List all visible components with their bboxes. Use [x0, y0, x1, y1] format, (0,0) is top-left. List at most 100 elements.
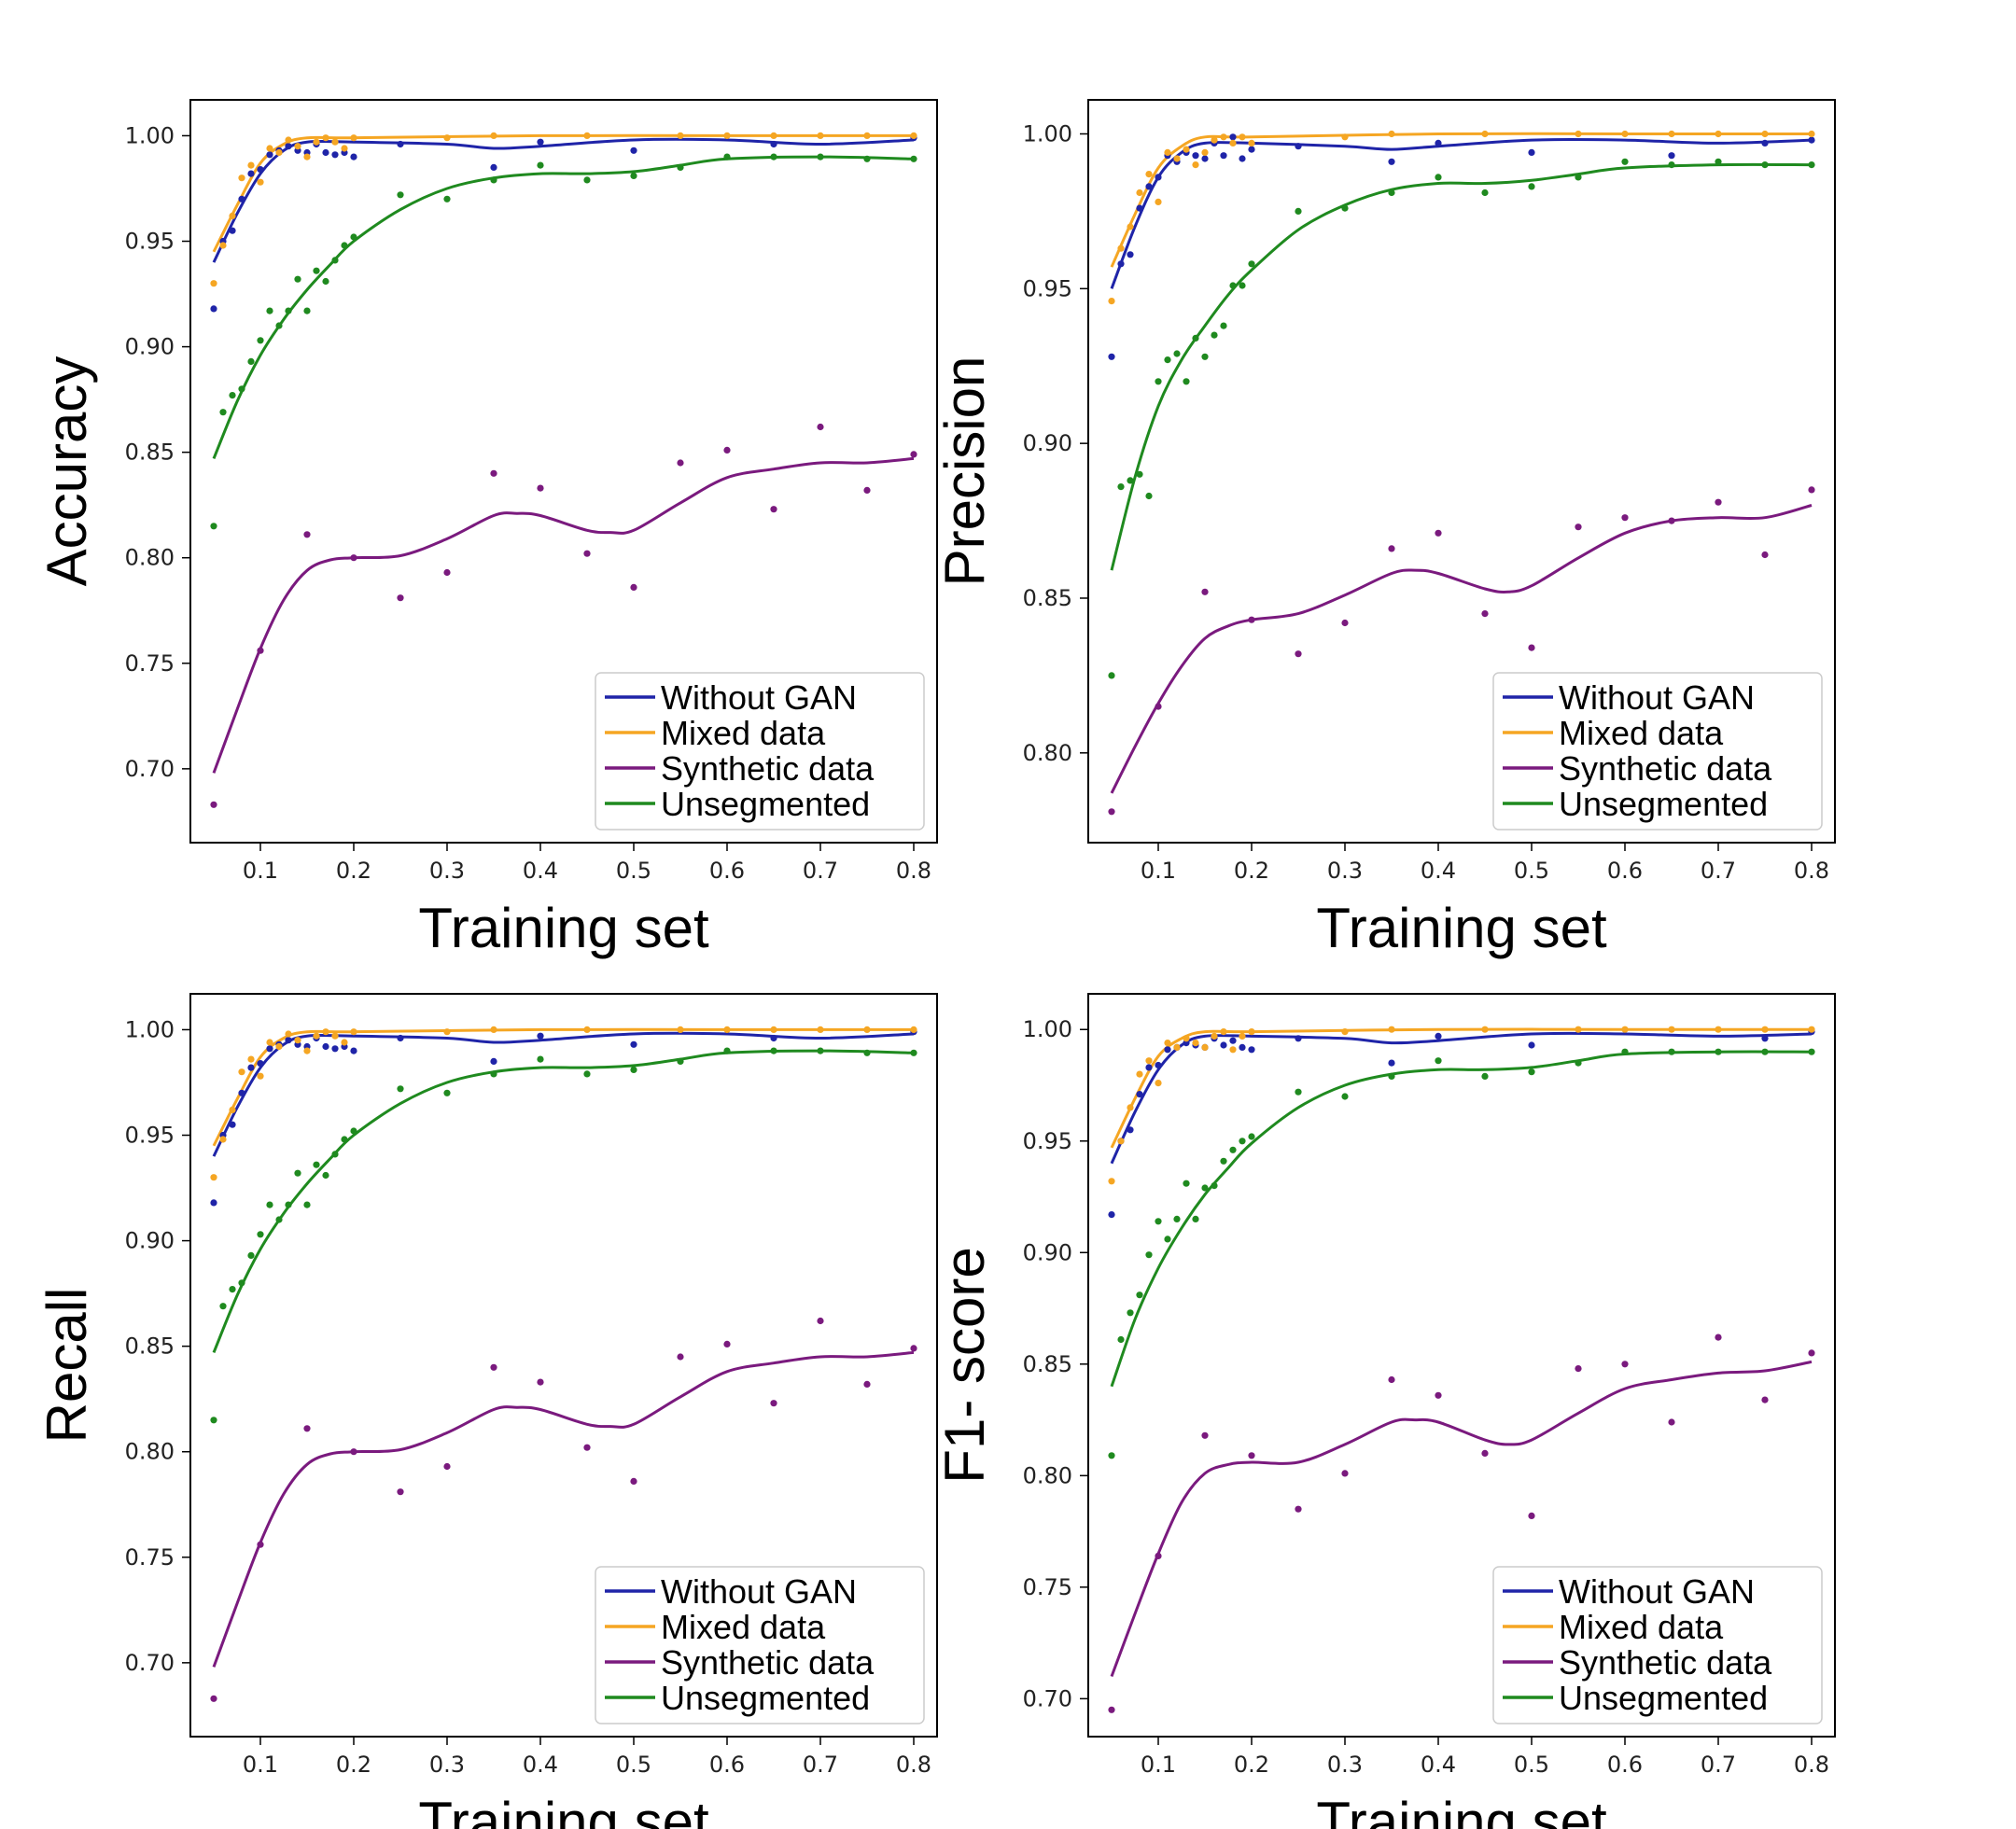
- data-point: [1528, 148, 1535, 156]
- data-point: [1164, 356, 1171, 364]
- data-point: [1145, 1251, 1153, 1259]
- data-point: [1229, 282, 1237, 289]
- data-point: [229, 1106, 236, 1113]
- data-point: [350, 1448, 357, 1456]
- data-point: [210, 523, 217, 530]
- fit-line: [212, 1350, 915, 1668]
- data-point: [313, 1032, 320, 1040]
- data-point: [723, 1340, 731, 1347]
- data-point: [1127, 223, 1134, 230]
- data-point: [275, 1042, 283, 1051]
- y-tick-label: 0.95: [1023, 275, 1072, 301]
- data-point: [266, 1039, 273, 1046]
- data-point: [303, 153, 311, 161]
- data-point: [285, 143, 292, 150]
- data-point: [1211, 1032, 1218, 1040]
- y-tick-label: 0.95: [125, 1123, 175, 1149]
- data-point: [1435, 1391, 1442, 1399]
- chart-panel-1: 0.1 0.2 0.3 0.4 0.5 0.6 0.7 0.8 0.70 0.75 0.80 0.85…: [35, 99, 938, 959]
- data-point: [1715, 158, 1722, 165]
- data-point: [537, 484, 544, 492]
- data-point: [490, 176, 497, 184]
- data-point: [1248, 139, 1255, 147]
- x-tick-label: 0.6: [1607, 858, 1643, 884]
- data-point: [1341, 1028, 1349, 1036]
- legend-label: Without GAN: [661, 1572, 857, 1611]
- data-point: [770, 506, 777, 513]
- data-point: [275, 1216, 283, 1223]
- data-point: [863, 486, 871, 495]
- data-point: [238, 385, 245, 393]
- y-tick-label: 0.85: [125, 440, 175, 466]
- legend-label: Mixed data: [1559, 1608, 1724, 1646]
- data-point: [537, 1032, 544, 1040]
- data-point: [350, 1028, 357, 1036]
- y-tick-label: 0.95: [125, 229, 175, 255]
- data-point: [490, 132, 497, 139]
- fit-line: [1110, 137, 1813, 289]
- y-tick-label: 0.90: [1023, 430, 1072, 456]
- y-tick-label: 0.85: [125, 1333, 175, 1360]
- data-point: [1239, 1138, 1246, 1145]
- data-point: [1761, 551, 1769, 559]
- data-point: [1621, 1361, 1629, 1368]
- data-point: [1295, 650, 1302, 658]
- data-point: [350, 1127, 357, 1135]
- data-point: [266, 145, 273, 152]
- data-point: [770, 140, 777, 148]
- data-point: [238, 195, 245, 202]
- y-tick-label: 0.70: [125, 756, 175, 782]
- data-point: [257, 337, 264, 344]
- data-point: [863, 155, 871, 162]
- data-point: [1295, 207, 1302, 215]
- data-point: [322, 148, 329, 157]
- data-point: [583, 132, 591, 139]
- data-point: [1295, 1505, 1302, 1513]
- data-point: [817, 1047, 824, 1054]
- x-tick-label: 0.1: [243, 1752, 278, 1778]
- data-point: [397, 140, 404, 148]
- data-point: [1761, 1396, 1769, 1403]
- data-point: [1173, 155, 1181, 162]
- legend-box: [595, 1566, 925, 1724]
- y-axis-label: Recall: [35, 1288, 98, 1444]
- data-point: [210, 1695, 217, 1702]
- data-point: [247, 1064, 255, 1071]
- y-tick-label: 0.80: [1023, 1462, 1072, 1488]
- data-point: [1575, 524, 1582, 531]
- data-point: [677, 1353, 684, 1361]
- x-tick-label: 0.7: [803, 858, 838, 884]
- data-point: [1528, 644, 1535, 651]
- data-point: [229, 212, 236, 219]
- data-point: [294, 1169, 301, 1177]
- data-point: [817, 1026, 824, 1033]
- data-point: [1481, 1072, 1489, 1080]
- data-point: [1155, 378, 1162, 385]
- data-point: [1220, 1157, 1227, 1165]
- data-point: [1136, 470, 1143, 478]
- data-point: [1164, 148, 1171, 156]
- x-tick-label: 0.5: [1514, 858, 1549, 884]
- data-point: [1108, 808, 1115, 816]
- data-point: [770, 1400, 777, 1407]
- x-tick-label: 0.8: [1794, 1752, 1829, 1778]
- y-tick-label: 0.75: [125, 1544, 175, 1571]
- data-point: [1295, 1035, 1302, 1042]
- data-point: [1761, 1048, 1769, 1055]
- chart-panel-3: 0.1 0.2 0.3 0.4 0.5 0.6 0.7 0.8 0.70 0.75 0.80 0.85…: [35, 993, 938, 1829]
- x-tick-label: 0.1: [1141, 858, 1176, 884]
- data-point: [275, 322, 283, 329]
- data-point: [1183, 1180, 1190, 1187]
- y-axis-label: Precision: [933, 356, 996, 587]
- data-point: [1388, 1072, 1395, 1080]
- x-tick-label: 0.6: [709, 858, 745, 884]
- data-point: [1229, 1146, 1237, 1153]
- data-point: [1808, 1048, 1815, 1055]
- data-point: [219, 1136, 227, 1143]
- data-point: [1668, 130, 1675, 138]
- data-point: [1808, 1026, 1815, 1033]
- data-point: [397, 191, 404, 199]
- data-point: [331, 1045, 339, 1053]
- data-point: [1229, 1046, 1237, 1054]
